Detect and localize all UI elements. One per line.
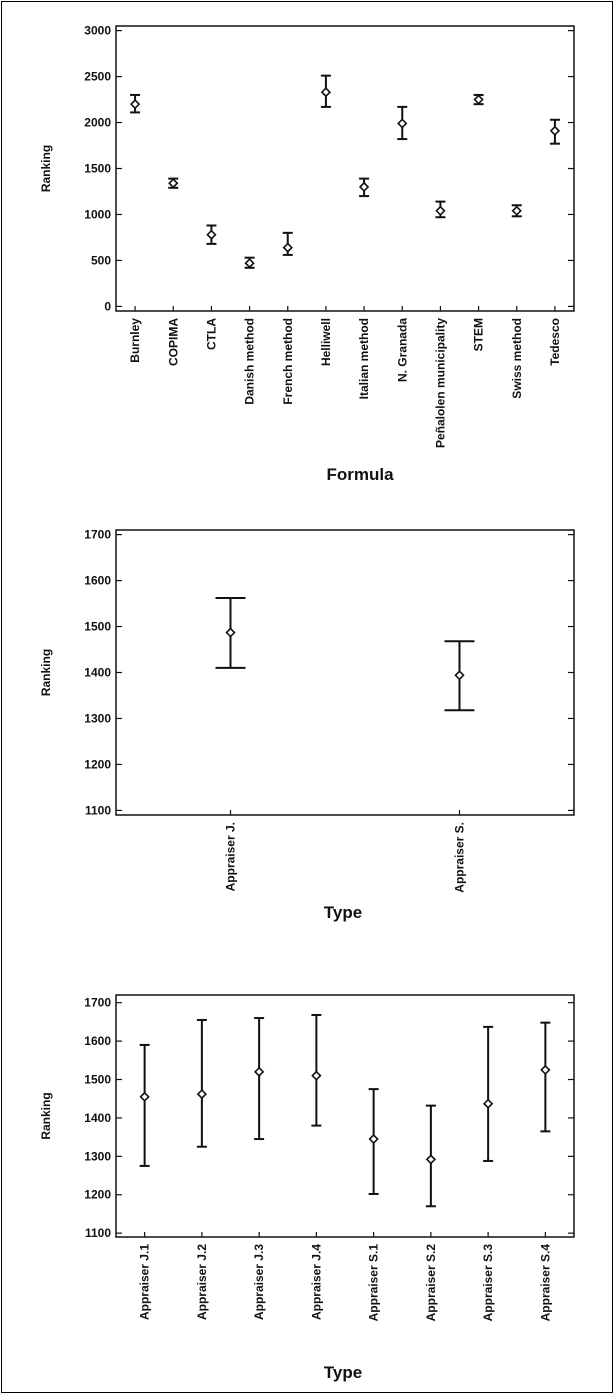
data-point: [425, 1154, 437, 1165]
data-point: [225, 627, 236, 638]
y-tick-label: 1100: [85, 803, 111, 817]
y-tick-label: 500: [91, 253, 111, 267]
y-tick-label: 1000: [84, 207, 111, 221]
chart-1: 0 500 1000 1500 2000 2500 3000 Burnley COPIMA CTL…: [39, 24, 575, 484]
x-category-label: Appraiser J.2: [195, 1244, 209, 1320]
data-point: [540, 1064, 551, 1076]
data-point: [482, 1098, 494, 1109]
data-point: [368, 1133, 379, 1145]
data-point: [549, 125, 561, 136]
chart-3: 1100 1200 1300 1400 1500 1600 1700 Appraiser J.…: [39, 994, 575, 1382]
x-axis-title: Type: [324, 903, 362, 922]
y-tick-label: 1400: [84, 1111, 111, 1125]
y-tick-label: 1600: [84, 1034, 111, 1048]
x-category-label: French method: [281, 318, 295, 405]
x-category-label: Helliwell: [319, 318, 333, 366]
x-category-label: Burnley: [128, 318, 142, 363]
plot-area: [115, 529, 575, 816]
y-tick-label: 1600: [84, 574, 111, 588]
y-tick-label: 0: [104, 299, 111, 313]
y-tick-label: 1500: [84, 162, 111, 176]
plot-area: [115, 25, 575, 312]
x-category-label: Italian method: [357, 318, 371, 399]
data-point: [311, 1070, 322, 1081]
data-point: [253, 1066, 265, 1077]
y-axis-title: Ranking: [39, 649, 53, 696]
y-tick-label: 1200: [84, 1188, 111, 1202]
x-category-label: COPIMA: [166, 318, 180, 366]
y-tick-label: 1700: [84, 528, 111, 542]
x-category-label: N. Granada: [395, 318, 409, 382]
data-point: [282, 242, 293, 253]
x-category-label: Appraiser S.1: [367, 1244, 381, 1322]
y-tick-label: 2000: [84, 116, 111, 130]
x-category-label: Appraiser S.3: [481, 1244, 495, 1322]
data-point: [139, 1091, 150, 1102]
data-point: [206, 229, 217, 240]
y-tick-label: 3000: [84, 24, 111, 38]
x-category-label: Appraiser J.3: [252, 1244, 266, 1320]
y-tick-label: 1100: [85, 1226, 111, 1240]
x-category-label: Appraiser S.4: [538, 1244, 552, 1322]
x-category-label: Tedesco: [548, 318, 562, 366]
data-point: [320, 87, 332, 98]
x-axis-title: Formula: [326, 465, 394, 484]
x-category-label: CTLA: [204, 318, 218, 350]
data-point: [129, 99, 141, 110]
data-point: [473, 94, 484, 105]
x-category-label: Appraiser J.4: [309, 1244, 323, 1320]
y-tick-label: 1500: [84, 1073, 111, 1087]
data-point: [196, 1088, 208, 1100]
y-tick-label: 1200: [84, 757, 111, 771]
x-category-label: STEM: [472, 318, 486, 351]
x-category-label: Appraiser S.: [453, 822, 467, 893]
y-tick-label: 2500: [84, 70, 111, 84]
x-category-label: Appraiser S.2: [424, 1244, 438, 1322]
x-category-label: Swiss method: [510, 318, 524, 399]
data-point: [397, 118, 408, 129]
data-point: [454, 670, 465, 681]
y-tick-label: 1300: [84, 711, 111, 725]
chart-2: 1100 1200 1300 1400 1500 1600 1700 Appraiser J.…: [39, 528, 575, 922]
data-point: [244, 258, 255, 269]
data-point: [511, 205, 522, 216]
y-tick-label: 1500: [84, 620, 111, 634]
y-tick-label: 1700: [84, 996, 111, 1010]
plot-area: [115, 994, 575, 1238]
y-axis-title: Ranking: [39, 1092, 53, 1139]
x-axis-title: Type: [324, 1363, 362, 1382]
x-category-label: Appraiser J.1: [138, 1244, 152, 1320]
data-point: [168, 178, 179, 189]
y-axis-title: Ranking: [39, 145, 53, 192]
data-point: [358, 181, 370, 193]
data-point: [435, 205, 446, 216]
x-category-label: Peñalolen municipality: [433, 318, 447, 448]
x-category-label: Appraiser J.: [224, 822, 238, 891]
y-tick-label: 1400: [84, 666, 111, 680]
y-tick-label: 1300: [84, 1149, 111, 1163]
x-category-label: Danish method: [243, 318, 257, 405]
